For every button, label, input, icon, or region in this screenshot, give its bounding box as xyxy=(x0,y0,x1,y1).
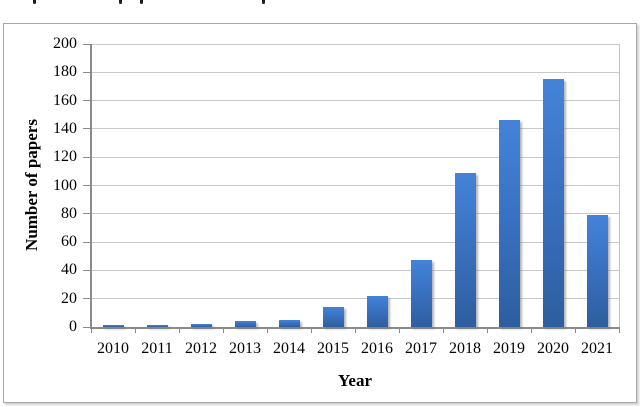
x-axis-tick xyxy=(487,327,488,333)
y-axis-tick xyxy=(83,43,91,45)
x-tick-label: 2010 xyxy=(97,340,129,357)
bar-2020 xyxy=(542,79,564,327)
x-tick-label: 2017 xyxy=(405,340,437,357)
y-axis-tick xyxy=(83,128,91,130)
x-tick-label: 2014 xyxy=(273,340,305,357)
x-axis-title: Year xyxy=(338,371,372,390)
bar-2018 xyxy=(454,172,476,327)
y-tick-label: 0 xyxy=(69,318,77,335)
gridline xyxy=(91,156,619,158)
y-tick-label: 20 xyxy=(61,289,77,307)
x-tick-label: 2018 xyxy=(449,340,481,357)
y-axis-tick xyxy=(83,269,91,271)
x-axis-line xyxy=(90,327,619,329)
y-axis-tick xyxy=(83,326,91,328)
x-tick-label: 2016 xyxy=(361,340,393,357)
x-axis-tick xyxy=(619,327,620,333)
x-tick-label: 2015 xyxy=(317,340,349,357)
x-tick-label: 2013 xyxy=(229,340,261,357)
y-tick-label: 140 xyxy=(53,119,77,137)
y-tick-label: 40 xyxy=(61,261,77,279)
y-tick-label: 120 xyxy=(53,148,77,166)
plot-right-border xyxy=(619,44,620,327)
text-descender-fragment xyxy=(33,0,36,4)
gridline xyxy=(91,43,619,45)
text-descender-fragment xyxy=(119,0,122,4)
text-descender-fragment xyxy=(262,0,265,4)
gridline xyxy=(91,269,619,271)
x-axis-tick xyxy=(91,327,92,333)
bar-2019 xyxy=(498,120,520,327)
gridline xyxy=(91,298,619,300)
y-tick-label: 200 xyxy=(53,35,77,52)
x-axis-tick xyxy=(311,327,312,333)
x-axis-tick xyxy=(355,327,356,333)
x-axis-tick xyxy=(443,327,444,333)
bar-2015 xyxy=(322,307,344,327)
y-tick-label: 80 xyxy=(61,204,77,222)
x-tick-label: 2019 xyxy=(493,340,525,357)
y-axis-tick xyxy=(83,298,91,300)
x-tick-labels: 2010 2011 2012 2013 2014 2015 2016 2017 2018 2019… xyxy=(91,339,619,359)
gridline xyxy=(91,128,619,130)
bar-2016 xyxy=(366,295,388,327)
gridline xyxy=(91,213,619,215)
bar-2012 xyxy=(190,324,212,327)
y-axis-line xyxy=(90,44,92,328)
x-axis-tick xyxy=(223,327,224,333)
x-axis-tick xyxy=(179,327,180,333)
y-axis-tick xyxy=(83,185,91,186)
y-tick-label: 100 xyxy=(53,176,77,194)
x-axis-tick xyxy=(531,327,532,333)
y-tick-label: 160 xyxy=(53,91,77,109)
y-axis-tick xyxy=(83,213,91,215)
gridline xyxy=(91,241,619,243)
chart-frame: Number of papers Year 2010 2011 2012 2013 20… xyxy=(3,23,637,403)
x-axis-tick xyxy=(399,327,400,333)
gridline xyxy=(91,71,619,73)
x-tick-label: 2021 xyxy=(581,340,613,357)
x-axis-tick xyxy=(267,327,268,333)
y-axis-tick xyxy=(83,100,91,102)
x-axis-tick xyxy=(135,327,136,333)
bar-2014 xyxy=(278,319,300,327)
gridline xyxy=(91,185,619,186)
gridline xyxy=(91,100,619,102)
bar-2011 xyxy=(146,325,168,327)
y-axis-tick xyxy=(83,156,91,158)
x-tick-label: 2011 xyxy=(141,340,173,357)
clipped-text-fragment xyxy=(0,0,640,6)
x-axis-tick xyxy=(575,327,576,333)
x-tick-label: 2020 xyxy=(537,340,569,357)
bar-2021 xyxy=(586,215,608,327)
bar-2010 xyxy=(102,325,124,327)
y-axis-tick xyxy=(83,241,91,243)
y-tick-label: 60 xyxy=(61,233,77,251)
bar-2013 xyxy=(234,321,256,327)
bar-2017 xyxy=(410,260,432,327)
y-axis-tick xyxy=(83,71,91,73)
x-tick-label: 2012 xyxy=(185,340,217,357)
y-tick-label: 180 xyxy=(53,63,77,81)
text-descender-fragment xyxy=(140,0,143,4)
